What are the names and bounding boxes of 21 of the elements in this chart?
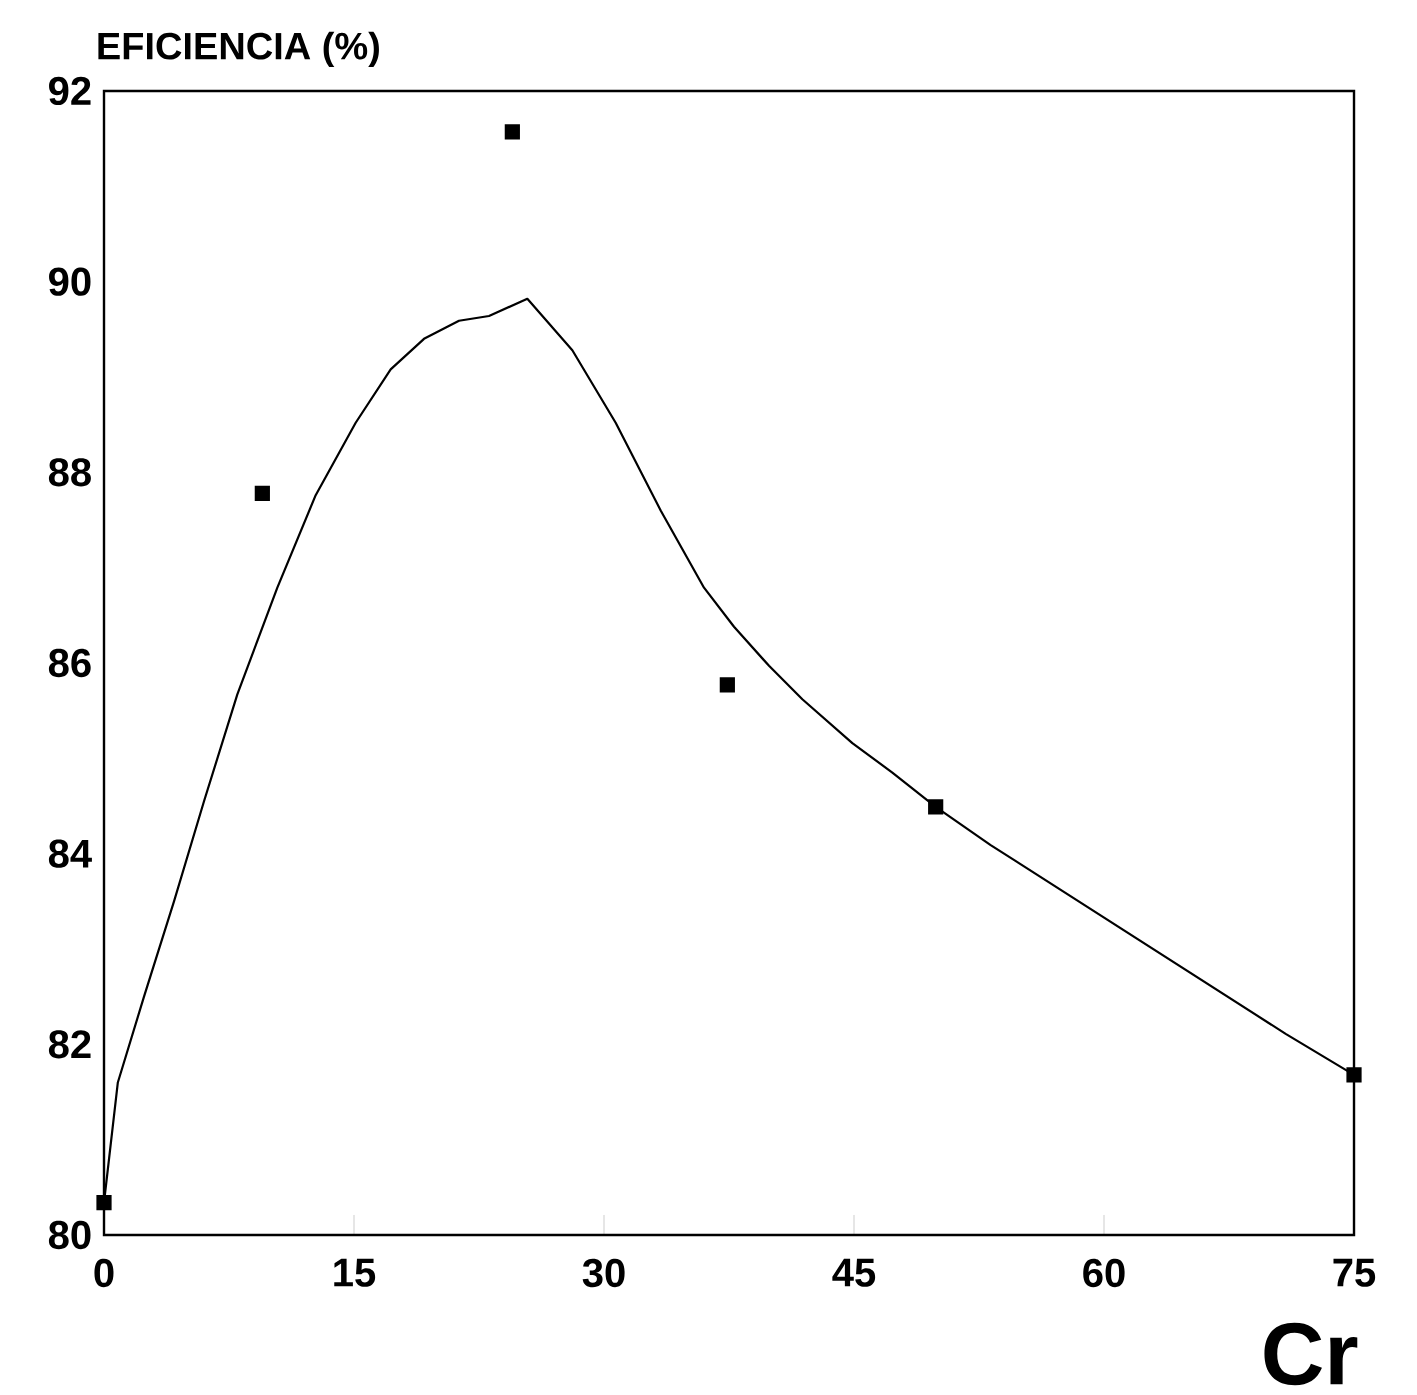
y-tick-label: 90: [49, 267, 91, 296]
y-tick-label: 92: [49, 76, 91, 106]
point: [504, 124, 520, 140]
point: [1346, 1067, 1362, 1083]
x-tick-label: 60: [1083, 1258, 1125, 1288]
y-tick-label: 88: [48, 458, 91, 487]
x-tick-label: 0: [94, 1258, 114, 1288]
x-tick-label: 75: [1333, 1258, 1376, 1287]
y-tick-label: 82: [48, 1030, 91, 1059]
x-tick-label: 15: [334, 1258, 376, 1287]
y-tick-label: 84: [48, 839, 92, 868]
point: [96, 1194, 112, 1211]
x-axis-title: Cr: [1264, 1322, 1358, 1386]
point: [719, 677, 735, 693]
y-tick-label: 80: [48, 1220, 91, 1250]
point: [928, 799, 944, 815]
y-axis-title: EFICIENCIA (%): [98, 31, 379, 68]
x-tick-label: 30: [582, 1258, 625, 1288]
x-tick-label: 45: [832, 1258, 876, 1287]
point: [254, 485, 270, 501]
y-tick-label: 86: [48, 648, 91, 678]
